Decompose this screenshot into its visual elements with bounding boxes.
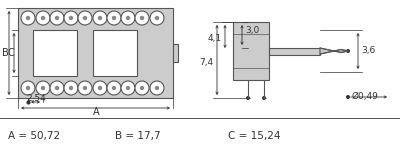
- Bar: [269, 48, 320, 55]
- Circle shape: [93, 81, 107, 95]
- Circle shape: [41, 86, 45, 90]
- Circle shape: [41, 16, 45, 20]
- Circle shape: [21, 11, 35, 25]
- Text: C = 15,24: C = 15,24: [228, 131, 280, 141]
- Circle shape: [135, 11, 149, 25]
- Circle shape: [64, 11, 78, 25]
- Circle shape: [69, 86, 73, 90]
- Circle shape: [98, 16, 102, 20]
- Circle shape: [98, 86, 102, 90]
- Text: Ø0,49: Ø0,49: [352, 92, 379, 101]
- Text: 7,4: 7,4: [199, 58, 213, 66]
- Circle shape: [150, 81, 164, 95]
- Circle shape: [36, 11, 50, 25]
- Circle shape: [55, 86, 59, 90]
- Circle shape: [140, 16, 144, 20]
- Circle shape: [346, 95, 350, 99]
- Bar: [18, 8, 173, 98]
- Circle shape: [262, 96, 266, 100]
- Circle shape: [126, 16, 130, 20]
- Text: 3,6: 3,6: [361, 47, 375, 56]
- Circle shape: [64, 81, 78, 95]
- Text: B = 17,7: B = 17,7: [115, 131, 161, 141]
- Circle shape: [93, 11, 107, 25]
- Circle shape: [135, 81, 149, 95]
- Circle shape: [107, 11, 121, 25]
- Circle shape: [121, 81, 135, 95]
- Text: 3,0: 3,0: [245, 26, 259, 35]
- Circle shape: [155, 16, 159, 20]
- Circle shape: [26, 86, 30, 90]
- Text: A = 50,72: A = 50,72: [8, 131, 60, 141]
- Circle shape: [83, 86, 87, 90]
- Circle shape: [69, 16, 73, 20]
- Circle shape: [107, 81, 121, 95]
- Circle shape: [50, 81, 64, 95]
- Circle shape: [55, 16, 59, 20]
- Circle shape: [78, 81, 92, 95]
- Circle shape: [36, 81, 50, 95]
- Bar: [173, 44, 178, 62]
- Circle shape: [346, 49, 350, 53]
- Text: 2,54: 2,54: [26, 93, 46, 103]
- Polygon shape: [320, 48, 348, 54]
- Circle shape: [155, 86, 159, 90]
- Circle shape: [83, 16, 87, 20]
- Circle shape: [78, 11, 92, 25]
- Circle shape: [112, 16, 116, 20]
- Text: A: A: [93, 107, 99, 117]
- Circle shape: [112, 86, 116, 90]
- Text: 4,1: 4,1: [208, 34, 222, 42]
- Circle shape: [26, 16, 30, 20]
- Circle shape: [140, 86, 144, 90]
- Circle shape: [121, 11, 135, 25]
- Bar: [93, 30, 137, 76]
- Text: B: B: [2, 48, 8, 58]
- Bar: [233, 22, 269, 80]
- Circle shape: [150, 11, 164, 25]
- Bar: [33, 30, 77, 76]
- Circle shape: [246, 96, 250, 100]
- Text: C: C: [8, 48, 14, 58]
- Circle shape: [50, 11, 64, 25]
- Circle shape: [126, 86, 130, 90]
- Circle shape: [21, 81, 35, 95]
